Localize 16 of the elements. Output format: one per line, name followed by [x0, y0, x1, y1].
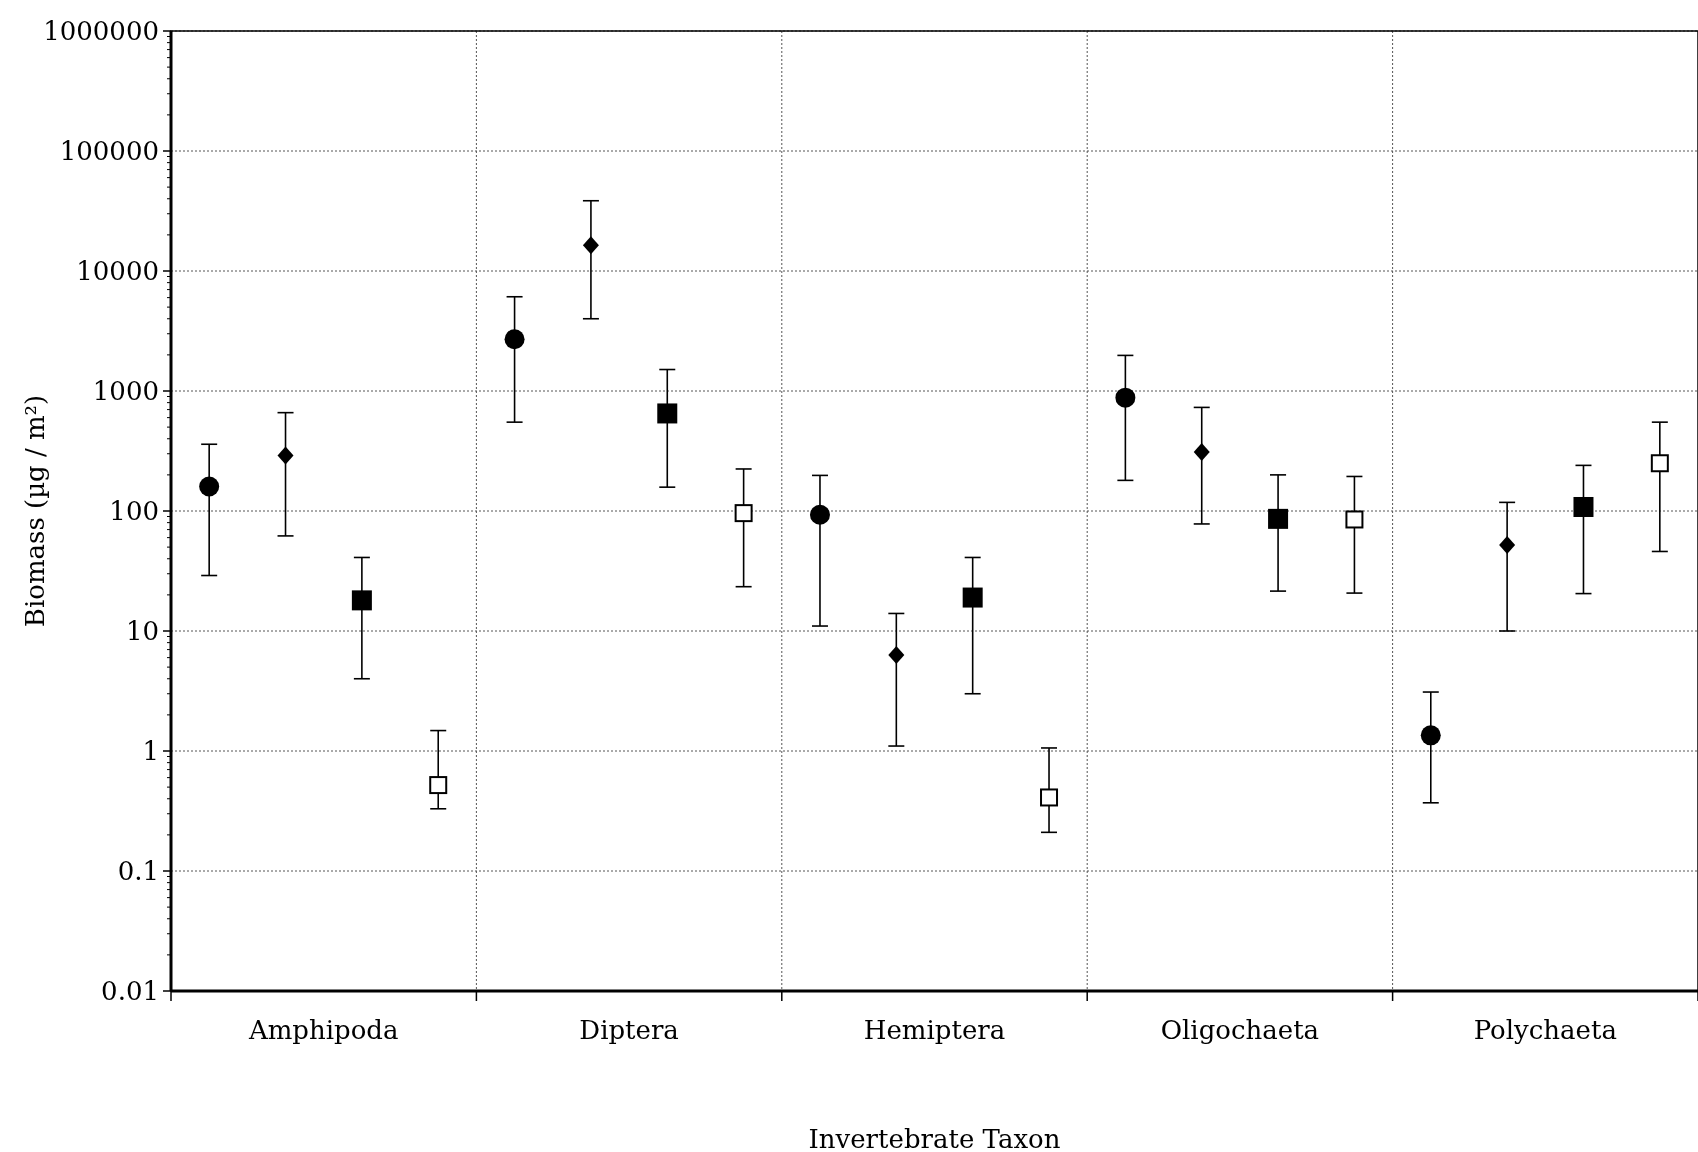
x-tick-label: Polychaeta [1473, 1015, 1617, 1045]
y-tick-label: 1000000 [43, 16, 159, 47]
y-tick-label: 10000 [76, 256, 159, 287]
x-tick-label: Amphipoda [247, 1015, 399, 1045]
y-axis-title: Biomass (µg / m²) [20, 394, 50, 628]
y-tick-label: 1000 [92, 376, 159, 407]
y-tick-label: 10 [125, 616, 159, 647]
y-tick-label: 100 [109, 496, 159, 527]
y-tick-label: 0.01 [101, 976, 159, 1007]
x-tick-label: Oligochaeta [1160, 1015, 1320, 1045]
x-tick-label: Hemiptera [863, 1015, 1006, 1045]
y-tick-label: 0.1 [117, 856, 159, 887]
x-tick-label: Diptera [579, 1015, 679, 1045]
x-axis-title: Invertebrate Taxon [808, 1124, 1061, 1152]
y-tick-label: 1 [142, 736, 159, 767]
y-tick-label: 100000 [59, 136, 159, 167]
